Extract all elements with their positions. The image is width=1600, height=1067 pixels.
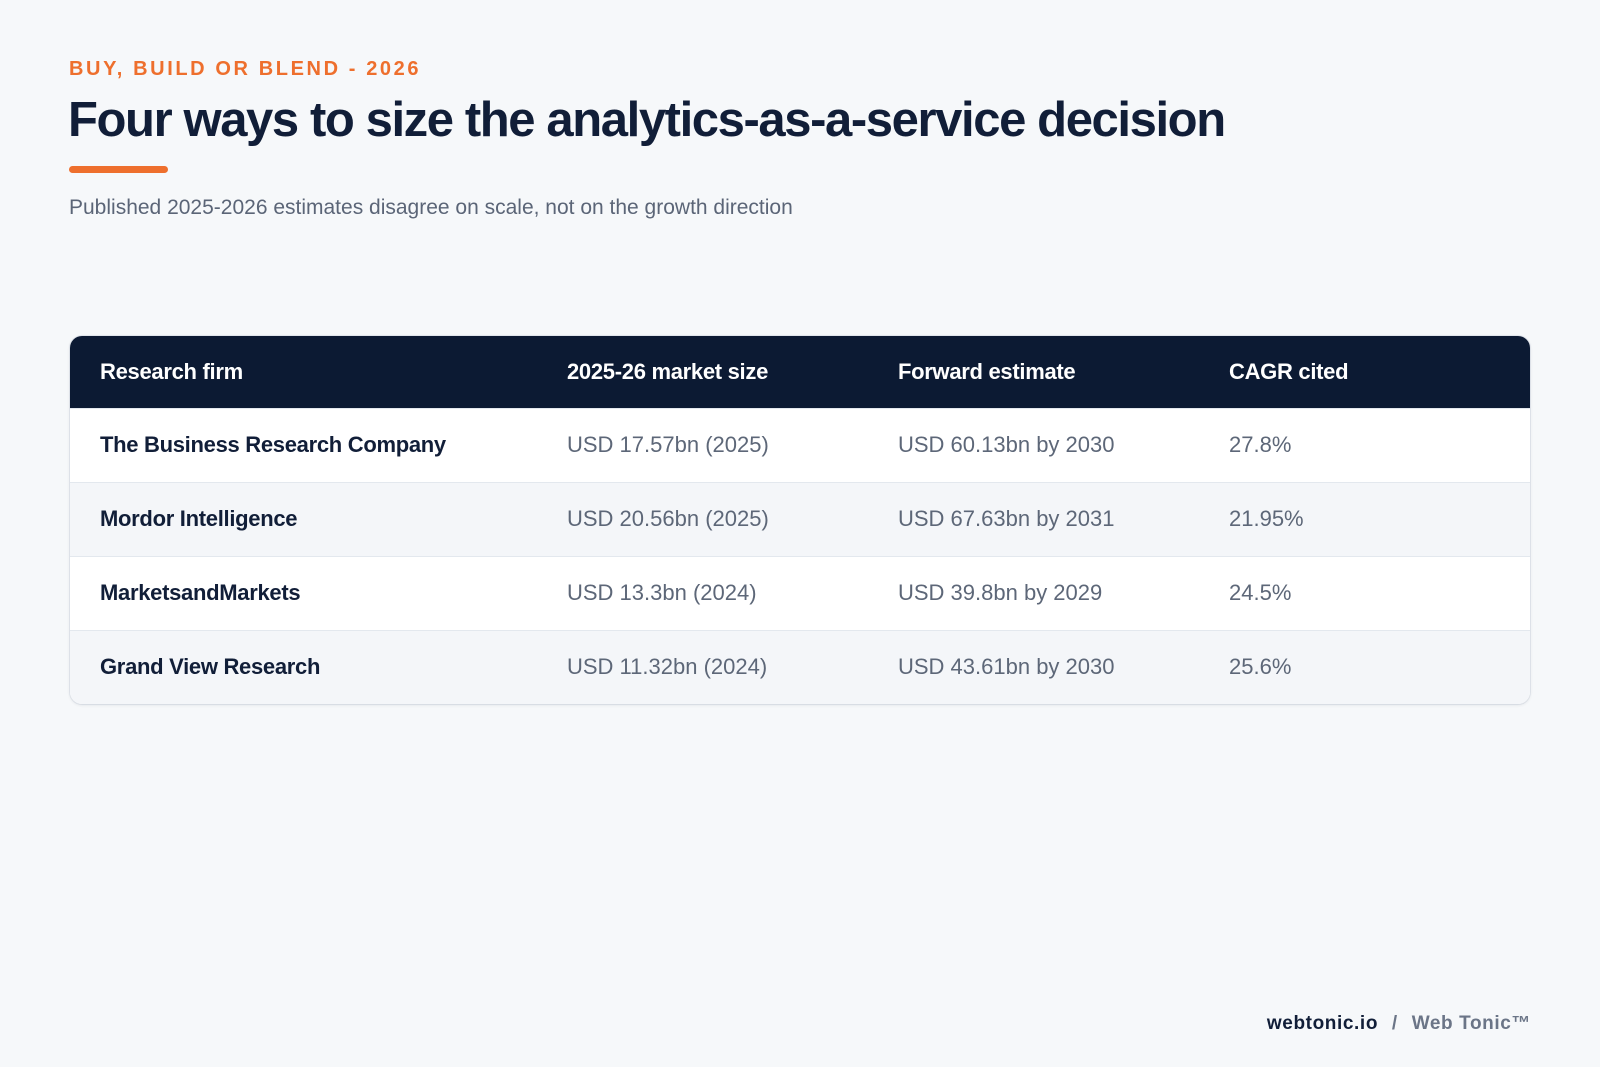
page-subtitle: Published 2025-2026 estimates disagree o… [69, 196, 793, 219]
footer-credit: webtonic.io / Web Tonic™ [1267, 1013, 1531, 1035]
market-estimates-table: Research firm 2025-26 market size Forwar… [70, 336, 1530, 704]
table-row: Mordor Intelligence USD 20.56bn (2025) U… [70, 481, 1530, 556]
column-header-forward-estimate: Forward estimate [898, 358, 1076, 384]
footer-brand: Web Tonic™ [1411, 1013, 1531, 1034]
cell-market-size: USD 20.56bn (2025) [567, 481, 898, 556]
cell-market-size: USD 17.57bn (2025) [567, 407, 898, 482]
cell-research-firm: MarketsandMarkets [70, 555, 567, 630]
cell-research-firm: Mordor Intelligence [70, 481, 567, 556]
table-row: The Business Research Company USD 17.57b… [70, 407, 1530, 482]
cell-forward-estimate: USD 43.61bn by 2030 [898, 629, 1229, 704]
cell-market-size: USD 11.32bn (2024) [567, 629, 898, 704]
market-estimates-table-card: Research firm 2025-26 market size Forwar… [70, 336, 1530, 704]
cell-research-firm: Grand View Research [70, 629, 567, 704]
cell-cagr: 25.6% [1229, 629, 1530, 704]
page-title: Four ways to size the analytics-as-a-ser… [68, 93, 1226, 147]
cell-cagr: 21.95% [1229, 481, 1530, 556]
column-header-research-firm: Research firm [100, 358, 243, 384]
cell-market-size: USD 13.3bn (2024) [567, 555, 898, 630]
cell-cagr: 24.5% [1229, 555, 1530, 630]
table-row: MarketsandMarkets USD 13.3bn (2024) USD … [70, 555, 1530, 630]
footer-domain: webtonic.io [1266, 1013, 1379, 1034]
title-accent-bar [69, 166, 168, 173]
eyebrow-label: BUY, BUILD OR BLEND - 2026 [69, 58, 422, 80]
table-header-row: Research firm 2025-26 market size Forwar… [70, 336, 1530, 408]
cell-forward-estimate: USD 67.63bn by 2031 [898, 481, 1229, 556]
column-header-cagr: CAGR cited [1229, 358, 1349, 384]
table-body: The Business Research Company USD 17.57b… [70, 407, 1530, 704]
cell-forward-estimate: USD 39.8bn by 2029 [898, 555, 1229, 630]
table-row: Grand View Research USD 11.32bn (2024) U… [70, 629, 1530, 704]
cell-research-firm: The Business Research Company [70, 407, 567, 482]
cell-forward-estimate: USD 60.13bn by 2030 [898, 407, 1229, 482]
footer-separator: / [1391, 1013, 1398, 1034]
column-header-market-size: 2025-26 market size [567, 358, 769, 384]
table-header: Research firm 2025-26 market size Forwar… [70, 336, 1530, 408]
cell-cagr: 27.8% [1229, 407, 1530, 482]
